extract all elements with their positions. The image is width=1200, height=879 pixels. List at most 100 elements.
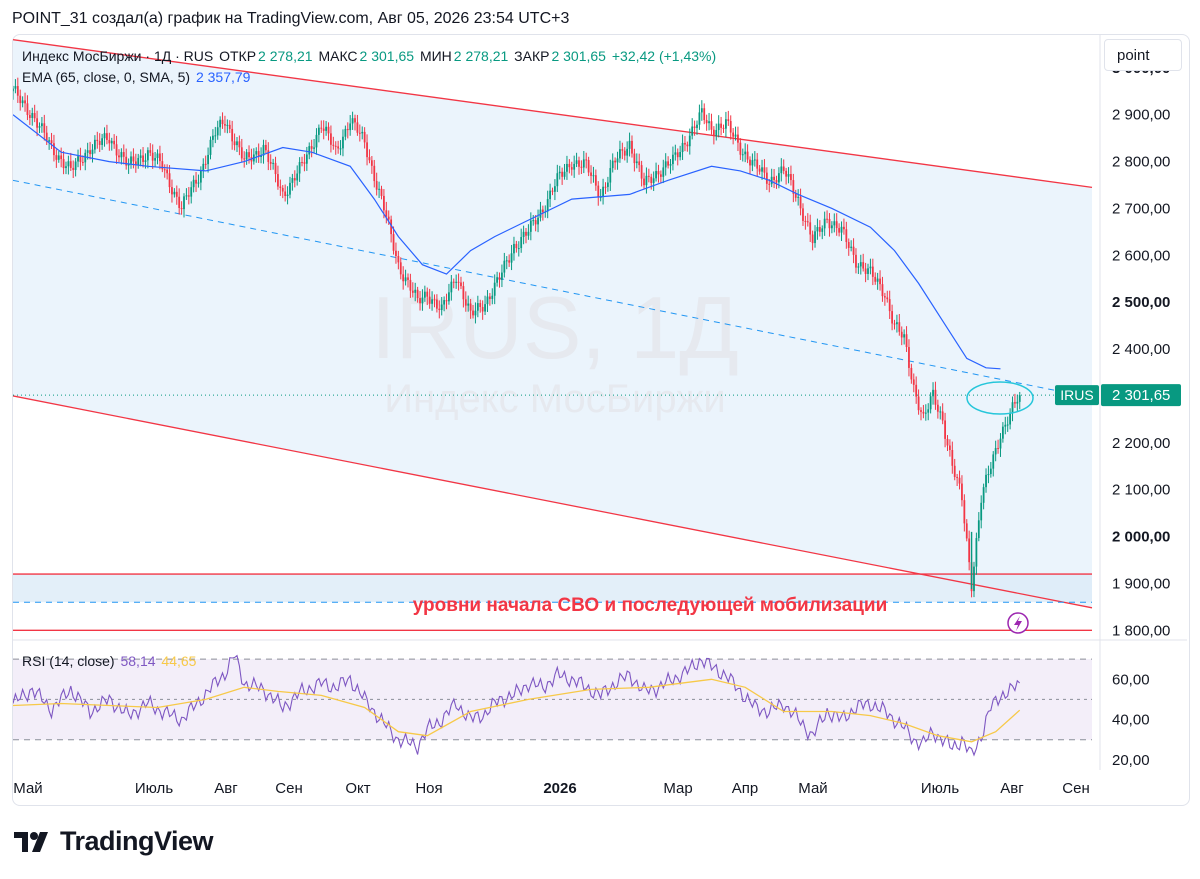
price-candle[interactable] bbox=[204, 155, 207, 169]
price-candle[interactable] bbox=[452, 278, 455, 289]
highlight-ellipse[interactable] bbox=[966, 381, 1034, 415]
price-candle[interactable] bbox=[631, 135, 633, 158]
price-candle[interactable] bbox=[207, 147, 209, 173]
price-candle[interactable] bbox=[175, 185, 178, 205]
price-candle[interactable] bbox=[103, 127, 106, 147]
price-candle[interactable] bbox=[643, 172, 645, 189]
price-candle[interactable] bbox=[262, 139, 265, 164]
price-candle[interactable] bbox=[332, 136, 335, 150]
price-candle[interactable] bbox=[62, 151, 65, 175]
price-candle[interactable] bbox=[758, 165, 761, 175]
price-candle[interactable] bbox=[106, 124, 108, 145]
price-candle[interactable] bbox=[674, 144, 677, 161]
price-candle[interactable] bbox=[289, 176, 291, 199]
price-candle[interactable] bbox=[317, 124, 320, 143]
price-candle[interactable] bbox=[216, 120, 219, 140]
price-candle[interactable] bbox=[407, 273, 409, 288]
price-candle[interactable] bbox=[585, 152, 588, 169]
price-candle[interactable] bbox=[481, 300, 484, 320]
price-candle[interactable] bbox=[212, 129, 214, 148]
price-candle[interactable] bbox=[826, 210, 828, 224]
price-candle[interactable] bbox=[363, 127, 366, 149]
price-candle[interactable] bbox=[308, 142, 311, 160]
price-candle[interactable] bbox=[337, 140, 340, 154]
price-candle[interactable] bbox=[527, 224, 530, 240]
price-candle[interactable] bbox=[448, 283, 450, 305]
price-candle[interactable] bbox=[903, 329, 906, 345]
price-candle[interactable] bbox=[900, 326, 903, 346]
price-candle[interactable] bbox=[57, 151, 60, 163]
price-candle[interactable] bbox=[209, 136, 212, 160]
price-candle[interactable] bbox=[77, 149, 79, 168]
price-candle[interactable] bbox=[476, 295, 479, 318]
price-candle[interactable] bbox=[24, 92, 26, 112]
price-candle[interactable] bbox=[659, 170, 662, 183]
price-candle[interactable] bbox=[431, 291, 433, 311]
price-candle[interactable] bbox=[120, 148, 123, 165]
price-candle[interactable] bbox=[255, 147, 258, 163]
price-candle[interactable] bbox=[219, 116, 222, 136]
price-candle[interactable] bbox=[883, 292, 886, 306]
price-candle[interactable] bbox=[529, 212, 532, 241]
price-candle[interactable] bbox=[1004, 416, 1007, 435]
price-candle[interactable] bbox=[257, 143, 260, 163]
price-candle[interactable] bbox=[65, 161, 67, 175]
price-candle[interactable] bbox=[891, 304, 893, 331]
price-candle[interactable] bbox=[657, 164, 660, 183]
price-candle[interactable] bbox=[392, 226, 395, 255]
price-candle[interactable] bbox=[961, 475, 963, 507]
price-candle[interactable] bbox=[804, 215, 807, 230]
price-candle[interactable] bbox=[575, 152, 578, 168]
price-candle[interactable] bbox=[717, 115, 720, 138]
price-candle[interactable] bbox=[291, 173, 294, 191]
price-candle[interactable] bbox=[110, 137, 113, 151]
price-candle[interactable] bbox=[879, 270, 881, 291]
price-candle[interactable] bbox=[556, 164, 559, 193]
price-candle[interactable] bbox=[16, 77, 19, 103]
price-candle[interactable] bbox=[460, 276, 462, 290]
price-candle[interactable] bbox=[137, 153, 140, 169]
price-candle[interactable] bbox=[980, 495, 983, 529]
price-candle[interactable] bbox=[151, 144, 154, 169]
price-candle[interactable] bbox=[652, 171, 655, 192]
price-candle[interactable] bbox=[479, 299, 482, 313]
price-candle[interactable] bbox=[178, 188, 181, 215]
price-candle[interactable] bbox=[127, 158, 130, 174]
price-candle[interactable] bbox=[414, 282, 417, 302]
price-candle[interactable] bbox=[236, 137, 238, 152]
price-candle[interactable] bbox=[994, 440, 997, 462]
price-candle[interactable] bbox=[886, 290, 889, 303]
price-candle[interactable] bbox=[19, 89, 22, 111]
ema-line[interactable] bbox=[13, 114, 1001, 370]
price-candle[interactable] bbox=[790, 165, 792, 186]
price-candle[interactable] bbox=[366, 134, 368, 166]
channel-upper-line[interactable] bbox=[13, 39, 1093, 188]
price-candle[interactable] bbox=[604, 182, 607, 195]
price-candle[interactable] bbox=[243, 151, 246, 168]
annotation-text[interactable]: уровни начала СВО и последующей мобилиза… bbox=[413, 595, 888, 616]
price-candle[interactable] bbox=[609, 159, 612, 191]
price-candle[interactable] bbox=[491, 288, 494, 305]
price-candle[interactable] bbox=[118, 149, 120, 163]
price-candle[interactable] bbox=[669, 158, 672, 174]
price-candle[interactable] bbox=[948, 439, 951, 457]
price-candle[interactable] bbox=[840, 221, 843, 241]
price-candle[interactable] bbox=[992, 451, 995, 477]
price-candle[interactable] bbox=[351, 111, 354, 130]
price-candle[interactable] bbox=[997, 439, 999, 454]
price-candle[interactable] bbox=[847, 238, 850, 256]
price-candle[interactable] bbox=[932, 382, 934, 405]
price-candle[interactable] bbox=[520, 228, 523, 253]
price-candle[interactable] bbox=[322, 120, 325, 140]
price-candle[interactable] bbox=[941, 403, 944, 425]
price-candle[interactable] bbox=[166, 164, 169, 180]
price-candle[interactable] bbox=[908, 339, 910, 377]
price-candle[interactable] bbox=[395, 242, 397, 264]
price-candle[interactable] bbox=[484, 295, 486, 316]
price-candle[interactable] bbox=[462, 281, 465, 308]
price-candle[interactable] bbox=[503, 252, 506, 278]
price-candle[interactable] bbox=[973, 561, 975, 598]
price-candle[interactable] bbox=[563, 163, 566, 180]
price-candle[interactable] bbox=[628, 132, 631, 157]
